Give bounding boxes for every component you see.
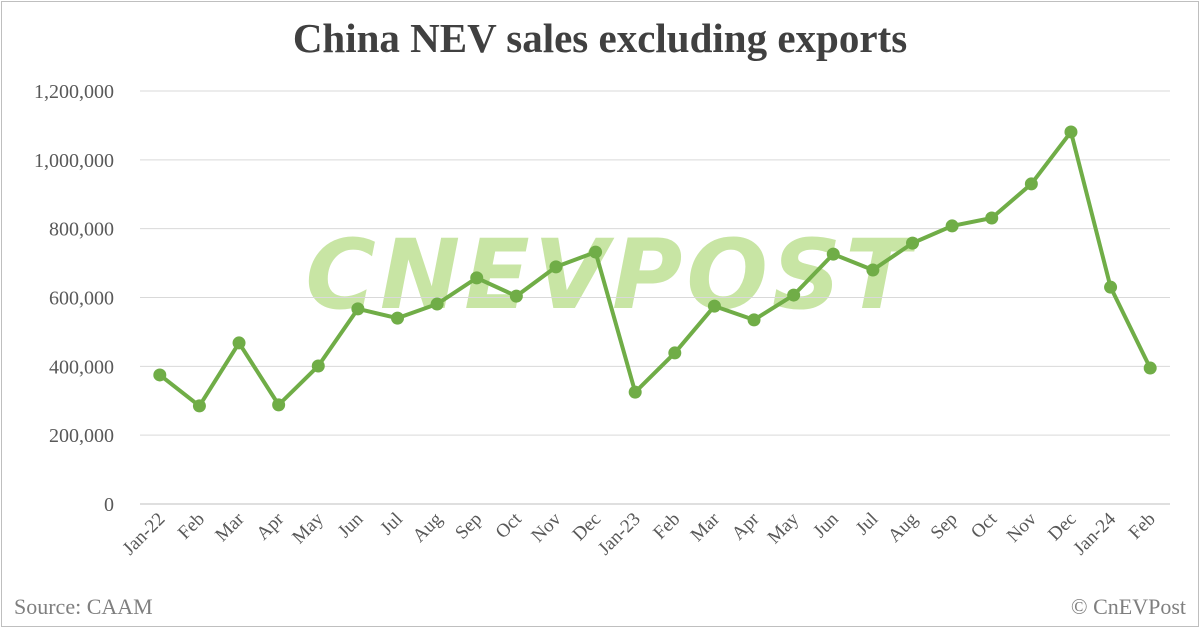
y-tick-label: 1,200,000 bbox=[34, 81, 114, 103]
x-tick-label: Jul bbox=[376, 509, 407, 540]
x-tick-label: Nov bbox=[528, 508, 566, 546]
x-tick-label: Jan-22 bbox=[119, 509, 170, 560]
x-tick-label: Mar bbox=[687, 508, 725, 546]
data-point bbox=[945, 219, 959, 233]
series-line bbox=[158, 129, 1152, 408]
data-point bbox=[192, 399, 206, 413]
data-point bbox=[707, 299, 721, 313]
x-tick-label: Jul bbox=[852, 509, 883, 540]
x-tick-label: Aug bbox=[884, 508, 922, 546]
data-point bbox=[351, 302, 365, 316]
data-point bbox=[1143, 361, 1157, 375]
data-point bbox=[272, 398, 286, 412]
chart-title: China NEV sales excluding exports bbox=[292, 15, 908, 61]
x-tick-label: Jan-23 bbox=[594, 509, 645, 560]
x-tick-label: Oct bbox=[967, 508, 1002, 543]
data-point bbox=[866, 263, 880, 277]
x-tick-label: May bbox=[288, 508, 328, 548]
data-point bbox=[232, 336, 246, 350]
y-tick-label: 1,000,000 bbox=[34, 150, 114, 172]
data-point bbox=[1024, 177, 1038, 191]
x-tick-label: Feb bbox=[174, 509, 209, 544]
data-point bbox=[311, 359, 325, 373]
data-point bbox=[153, 368, 167, 382]
x-tick-label: Jan-24 bbox=[1069, 508, 1120, 559]
x-tick-label: Sep bbox=[451, 509, 486, 544]
data-point bbox=[668, 346, 682, 360]
y-tick-label: 400,000 bbox=[49, 356, 114, 378]
copyright-note: © CnEVPost bbox=[1070, 594, 1186, 619]
data-point bbox=[628, 385, 642, 399]
data-point bbox=[549, 260, 563, 274]
data-point bbox=[391, 311, 404, 325]
x-tick-label: Feb bbox=[1125, 509, 1160, 544]
data-point bbox=[906, 236, 919, 250]
x-tick-label: Sep bbox=[927, 509, 962, 544]
data-point bbox=[826, 247, 840, 261]
x-tick-label: Apr bbox=[252, 508, 288, 544]
data-point bbox=[509, 289, 523, 303]
x-tick-label: Oct bbox=[492, 508, 527, 543]
data-point bbox=[1104, 280, 1118, 294]
data-point bbox=[1064, 125, 1078, 139]
data-point bbox=[747, 313, 761, 327]
y-tick-label: 800,000 bbox=[49, 219, 114, 241]
x-tick-label: Jun bbox=[334, 508, 368, 542]
y-tick-label: 200,000 bbox=[49, 425, 114, 447]
x-tick-label: Apr bbox=[728, 508, 764, 544]
x-tick-label: Jun bbox=[809, 508, 843, 542]
data-point bbox=[470, 271, 484, 285]
data-point bbox=[430, 297, 444, 311]
y-tick-label: 0 bbox=[104, 494, 114, 516]
x-tick-label: Feb bbox=[649, 509, 684, 544]
data-point bbox=[589, 245, 603, 259]
x-tick-label: May bbox=[764, 508, 804, 548]
x-tick-label: Nov bbox=[1003, 508, 1041, 546]
x-tick-label: Mar bbox=[211, 508, 249, 546]
y-tick-label: 600,000 bbox=[49, 288, 114, 310]
data-point bbox=[985, 211, 999, 225]
x-tick-label: Aug bbox=[409, 508, 447, 546]
data-point bbox=[787, 288, 801, 302]
source-note: Source: CAAM bbox=[14, 594, 153, 619]
